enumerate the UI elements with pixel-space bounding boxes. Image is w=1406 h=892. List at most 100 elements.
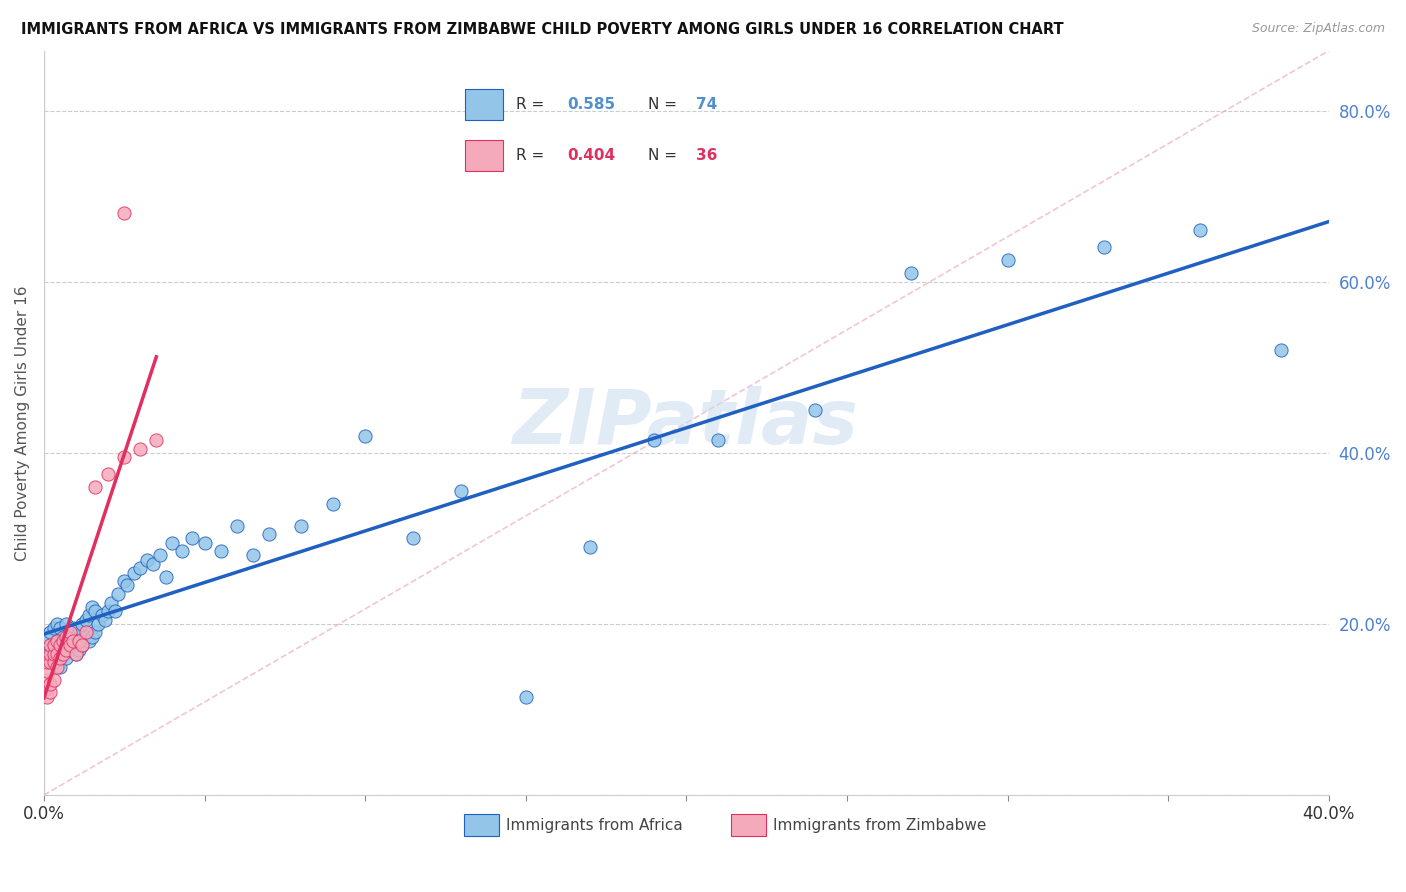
Point [707,433,730,447]
Point [67,621,90,635]
Point [42,656,65,670]
Point [39,677,62,691]
Point [45,647,67,661]
Point [58,642,80,657]
Point [45,634,67,648]
Point [55,651,77,665]
Point [58,625,80,640]
Point [45,651,67,665]
Point [142,557,165,571]
Point [52,634,75,648]
Point [135,553,157,567]
Point [87,616,110,631]
Point [84,480,107,494]
Point [72,638,94,652]
Point [515,690,537,704]
Point [65,647,87,661]
Point [39,638,62,652]
Point [148,549,170,563]
Point [450,484,472,499]
Point [37,647,59,661]
Point [97,604,120,618]
Point [77,608,100,623]
Point [155,570,177,584]
Point [49,651,72,665]
Point [62,634,84,648]
Point [49,642,72,657]
Point [579,540,602,554]
Point [42,638,65,652]
Point [67,642,90,657]
Point [1270,343,1292,358]
Point [112,574,135,589]
Point [180,532,202,546]
Point [39,647,62,661]
Point [52,647,75,661]
Point [49,621,72,635]
Point [52,647,75,661]
Point [45,659,67,673]
Point [65,647,87,661]
Point [402,532,425,546]
Point [84,604,107,618]
Point [804,403,827,417]
Point [39,656,62,670]
Point [145,433,167,447]
Point [37,656,59,670]
Point [117,578,139,592]
Point [354,428,377,442]
Point [75,630,97,644]
Point [42,621,65,635]
Point [65,630,87,644]
Point [997,253,1019,268]
Point [42,656,65,670]
Text: IMMIGRANTS FROM AFRICA VS IMMIGRANTS FROM ZIMBABWE CHILD POVERTY AMONG GIRLS UND: IMMIGRANTS FROM AFRICA VS IMMIGRANTS FRO… [21,22,1064,37]
Point [103,604,125,618]
Point [129,442,152,456]
Point [107,587,129,601]
Point [58,625,80,640]
Point [37,690,59,704]
Point [1092,240,1115,254]
Point [72,616,94,631]
Point [80,599,103,614]
Text: Source: ZipAtlas.com: Source: ZipAtlas.com [1251,22,1385,36]
Point [97,467,120,482]
Point [1189,223,1212,237]
Point [170,544,193,558]
Point [643,433,665,447]
Point [55,630,77,644]
Point [37,630,59,644]
Point [80,630,103,644]
Point [193,535,215,549]
Point [49,659,72,673]
Point [52,630,75,644]
Text: ZIPatlas: ZIPatlas [513,386,859,460]
Text: Immigrants from Africa: Immigrants from Africa [506,818,683,832]
Point [37,673,59,687]
Point [62,638,84,652]
Point [42,673,65,687]
Point [257,527,280,541]
Point [225,518,247,533]
Point [45,616,67,631]
Point [290,518,312,533]
Point [242,549,264,563]
Point [209,544,232,558]
Point [75,613,97,627]
Point [129,561,152,575]
Point [58,638,80,652]
Point [112,206,135,220]
Point [55,616,77,631]
Point [84,625,107,640]
Point [100,596,122,610]
Point [900,266,922,280]
Point [55,638,77,652]
Point [75,625,97,640]
Point [112,450,135,464]
Point [94,613,117,627]
Point [72,638,94,652]
Point [39,625,62,640]
Point [37,681,59,695]
Point [39,642,62,657]
